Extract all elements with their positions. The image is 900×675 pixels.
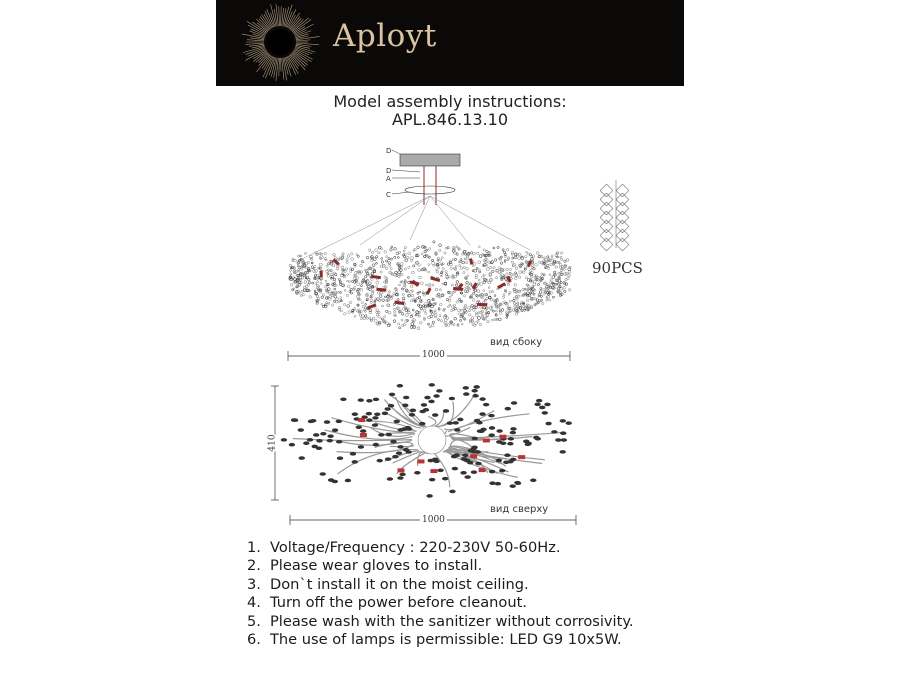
- brand-logo-text: Aployt: [333, 18, 437, 54]
- side-view-caption: вид сбоку: [490, 337, 543, 348]
- item-text: The use of lamps is permissible: LED G9 …: [270, 631, 622, 649]
- instruction-item: 2. Please wear gloves to install.: [247, 557, 634, 575]
- model-number: APL.846.13.10: [391, 110, 509, 129]
- item-text: Voltage/Frequency : 220-230V 50-60Hz.: [270, 539, 561, 556]
- item-text: Please wear gloves to install.: [270, 557, 483, 575]
- brand-banner: Aployt: [216, 0, 684, 86]
- instruction-item: 1. Voltage/Frequency : 220-230V 50-60Hz.: [247, 539, 634, 557]
- item-number: 3.: [247, 575, 261, 593]
- part-label-c: C: [386, 191, 391, 199]
- item-number: 6.: [247, 631, 261, 649]
- instruction-item: 4. Turn off the power before cleanout.: [247, 594, 634, 612]
- part-label-d: D: [386, 147, 392, 155]
- item-number: 2.: [247, 557, 261, 575]
- side-width-dimension: 1000: [420, 350, 447, 360]
- instruction-item: 3. Don`t install it on the moist ceiling.: [247, 576, 634, 594]
- part-label-a: A: [386, 175, 391, 183]
- item-text: Turn off the power before cleanout.: [270, 594, 527, 612]
- instruction-item: 6. The use of lamps is permissible: LED G…: [247, 631, 634, 649]
- top-height-dimension: 410: [267, 434, 278, 452]
- top-width-dimension: 1000: [420, 515, 447, 525]
- item-number: 4.: [247, 594, 261, 612]
- item-number: 1.: [247, 539, 261, 556]
- sunburst-logo-icon: [241, 3, 320, 81]
- part-label-d2: D: [386, 167, 392, 175]
- top-view-caption: вид сверху: [490, 504, 549, 515]
- document-title: Model assembly instructions:: [333, 92, 567, 111]
- item-text: Don`t install it on the moist ceiling.: [270, 575, 529, 593]
- item-text: Please wash with the sanitizer without c…: [270, 612, 634, 630]
- item-number: 5.: [247, 612, 261, 630]
- pendant-quantity: 90PCS: [592, 259, 643, 277]
- ceiling-canopy: [399, 153, 461, 167]
- instruction-item: 5. Please wash with the sanitizer without…: [247, 613, 634, 631]
- instructions-list: 1. Voltage/Frequency : 220-230V 50-60Hz. …: [247, 539, 634, 649]
